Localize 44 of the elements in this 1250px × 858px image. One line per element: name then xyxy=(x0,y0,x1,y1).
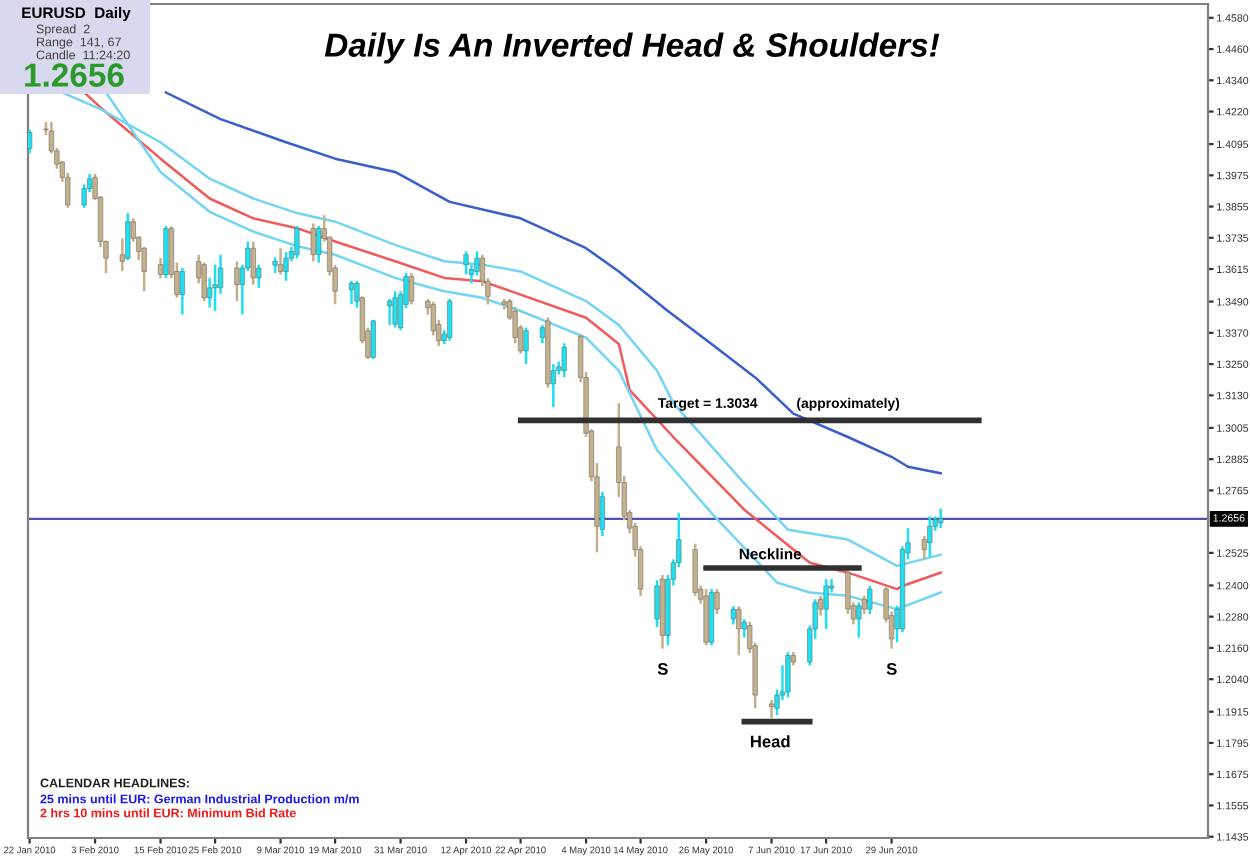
candlestick xyxy=(370,318,376,361)
candlestick xyxy=(234,260,240,303)
candlestick xyxy=(250,240,256,286)
candlestick xyxy=(277,246,284,276)
candlestick xyxy=(348,279,355,306)
candlestick xyxy=(561,342,567,379)
candlestick xyxy=(294,224,300,260)
candlestick xyxy=(768,698,775,720)
text: Daily Is An Inverted Head & Shoulders! xyxy=(324,32,940,64)
candlestick xyxy=(927,515,933,559)
candlestick xyxy=(861,594,867,616)
candlestick xyxy=(692,542,698,598)
candlestick xyxy=(921,534,927,561)
candlestick xyxy=(125,211,131,262)
candlestick xyxy=(392,289,398,329)
candlestick xyxy=(736,605,742,657)
candlestick xyxy=(179,266,185,316)
candlestick xyxy=(845,566,851,616)
candlestick xyxy=(408,271,415,306)
candlestick xyxy=(867,584,873,616)
candlestick xyxy=(212,263,218,313)
candlestick xyxy=(163,224,169,280)
candlestick xyxy=(387,297,393,327)
annotation: S xyxy=(886,663,897,675)
annotation: S xyxy=(657,663,668,675)
candlestick xyxy=(938,507,944,530)
candlestick xyxy=(654,578,660,629)
annotation: Head xyxy=(750,735,790,748)
candlestick xyxy=(730,605,736,626)
candlestick xyxy=(474,250,480,277)
candlestick xyxy=(785,650,791,699)
candlestick xyxy=(447,297,453,342)
candlestick xyxy=(523,326,529,366)
annotation: 1.2656 xyxy=(25,63,124,87)
candlestick xyxy=(201,261,207,303)
candlestick xyxy=(463,250,469,276)
candlestick xyxy=(28,128,33,155)
candlestick xyxy=(316,224,322,264)
line-series xyxy=(164,91,942,475)
candlestick xyxy=(283,250,289,283)
candlestick xyxy=(703,587,709,647)
candlestick xyxy=(856,601,862,639)
candlestick xyxy=(310,222,316,263)
candlestick xyxy=(823,577,829,631)
